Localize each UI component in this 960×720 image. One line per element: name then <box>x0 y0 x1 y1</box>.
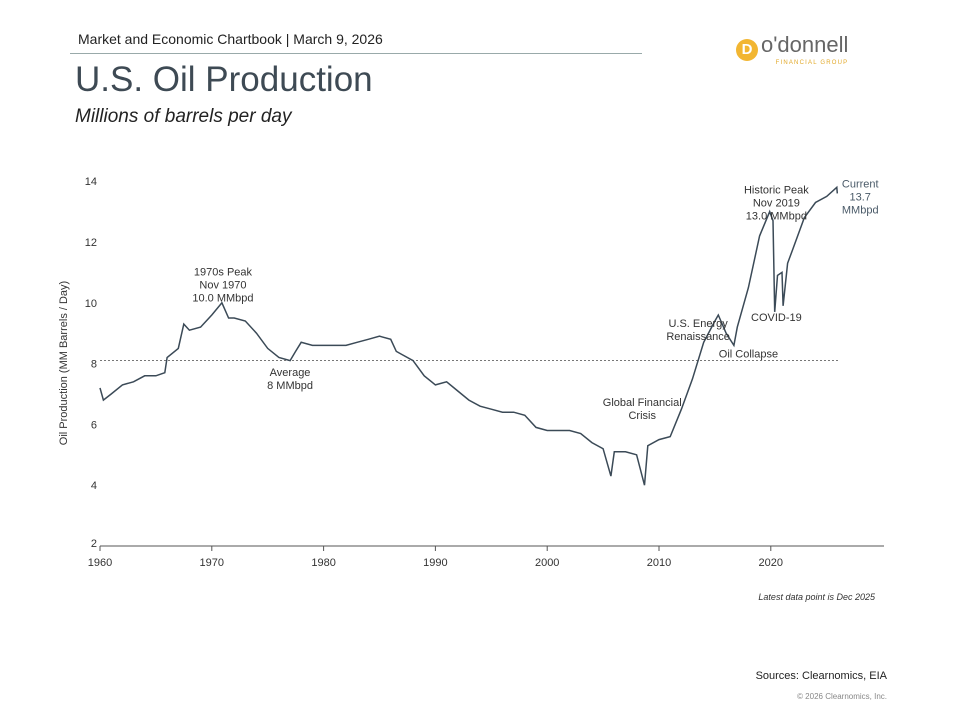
copyright: © 2026 Clearnomics, Inc. <box>797 692 887 701</box>
logo: D o'donnell FINANCIAL GROUP <box>736 32 848 67</box>
y-tick-label: 14 <box>85 176 97 188</box>
annotation: 1970s Peak Nov 1970 10.0 MMbpd <box>192 266 253 304</box>
x-tick-label: 1960 <box>88 557 112 569</box>
page-subtitle: Millions of barrels per day <box>75 106 292 127</box>
y-tick-label: 6 <box>91 419 97 431</box>
annotation: Historic Peak Nov 2019 13.0 MMbpd <box>744 184 809 222</box>
y-tick-label: 2 <box>91 538 97 550</box>
logo-tagline: FINANCIAL GROUP <box>775 60 849 66</box>
x-tick-label: 1970 <box>200 557 224 569</box>
latest-data-note: Latest data point is Dec 2025 <box>758 592 875 602</box>
annotation: Global Financial Crisis <box>603 397 682 422</box>
x-tick-label: 1990 <box>423 557 447 569</box>
logo-name: o'donnell <box>761 32 849 57</box>
annotation: Average 8 MMbpd <box>267 367 313 392</box>
x-tick-label: 2010 <box>647 557 671 569</box>
annotation: U.S. Energy Renaissance <box>666 318 730 343</box>
x-tick-label: 2020 <box>759 557 783 569</box>
page-title: U.S. Oil Production <box>75 60 373 99</box>
logo-icon: D <box>736 38 758 61</box>
annotation: COVID-19 <box>751 312 802 324</box>
x-tick-label: 1980 <box>311 557 335 569</box>
chartbook-header: Market and Economic Chartbook | March 9,… <box>78 31 383 47</box>
annotation: Oil Collapse <box>719 349 778 361</box>
y-axis-label: Oil Production (MM Barrels / Day) <box>58 281 70 445</box>
header-divider <box>70 53 642 54</box>
y-tick-label: 10 <box>85 298 97 310</box>
y-tick-label: 4 <box>91 480 97 492</box>
production-line <box>99 185 839 486</box>
y-tick-label: 12 <box>85 237 97 249</box>
y-tick-label: 8 <box>91 359 97 371</box>
x-tick-label: 2000 <box>535 557 559 569</box>
sources: Sources: Clearnomics, EIA <box>755 670 887 682</box>
annotation: Current 13.7 MMbpd <box>842 178 879 216</box>
